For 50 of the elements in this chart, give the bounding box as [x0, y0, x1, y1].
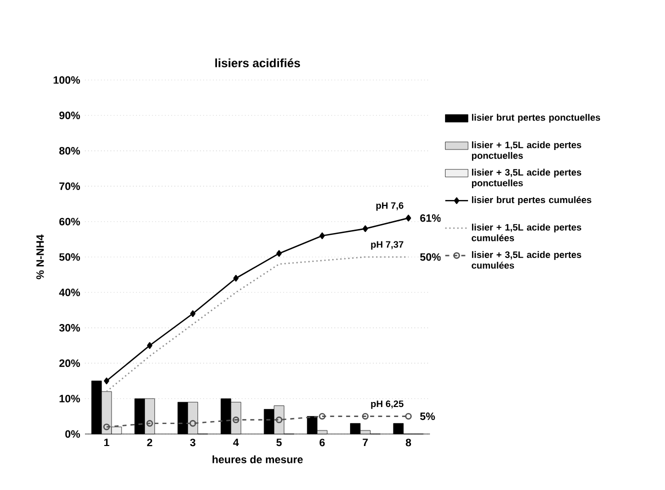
y-tick-label: 20%	[59, 359, 80, 367]
data-label: 61%	[420, 214, 441, 222]
point	[362, 225, 368, 232]
y-axis-title: % N-NH4	[36, 234, 44, 280]
legend-label: lisier + 3,5L acide pertes ponctuelles	[472, 168, 582, 188]
x-tick-label: 6	[320, 438, 325, 446]
point	[190, 310, 196, 317]
y-tick-label: 60%	[59, 218, 80, 226]
x-tick-label: 1	[104, 438, 110, 446]
y-tick-label: 10%	[60, 394, 80, 402]
point	[362, 412, 369, 420]
point	[232, 416, 240, 424]
y-tick-label: 0%	[65, 430, 80, 438]
x-tick-label: 4	[233, 438, 239, 446]
point	[146, 420, 154, 427]
point	[320, 232, 325, 240]
annotation: pH 7,6	[376, 202, 404, 211]
legend-label: lisier brut pertes ponctuelles	[472, 114, 600, 123]
point	[147, 342, 152, 349]
point	[406, 214, 412, 222]
legend-label: lisier + 3,5L acide pertes cumulées	[472, 251, 582, 269]
point	[189, 420, 196, 427]
x-tick-label: 8	[406, 438, 412, 446]
point	[405, 412, 412, 420]
x-tick-label: 2	[147, 438, 152, 446]
x-tick-label: 3	[190, 438, 196, 446]
x-axis-title: heures de mesure	[212, 455, 303, 464]
point	[276, 250, 282, 257]
point	[104, 378, 110, 384]
y-tick-label: 80%	[59, 147, 80, 155]
y-tick-label: 30%	[59, 324, 80, 332]
data-label: 5%	[420, 412, 435, 420]
y-tick-label: 50%	[59, 253, 80, 261]
point	[103, 424, 110, 430]
point	[233, 274, 239, 282]
legend-label: lisier brut pertes cumulées	[472, 196, 592, 205]
chart-title: lisiers acidifiés	[215, 58, 300, 68]
y-tick-label: 100%	[54, 76, 80, 84]
point	[318, 412, 326, 420]
x-tick-label: 7	[362, 438, 368, 446]
y-tick-label: 40%	[59, 288, 80, 296]
annotation: pH 7,37	[371, 241, 404, 250]
annotation: pH 6,25	[371, 400, 404, 409]
x-tick-label: 5	[276, 438, 282, 446]
y-tick-label: 90%	[59, 112, 80, 120]
y-tick-label: 70%	[59, 182, 80, 190]
data-label: 50%	[420, 253, 441, 261]
point	[276, 416, 282, 424]
legend-label: lisier + 1,5L acide pertes ponctuelles	[472, 141, 582, 161]
legend-label: lisier + 1,5L acide pertes cumulées	[472, 224, 582, 242]
